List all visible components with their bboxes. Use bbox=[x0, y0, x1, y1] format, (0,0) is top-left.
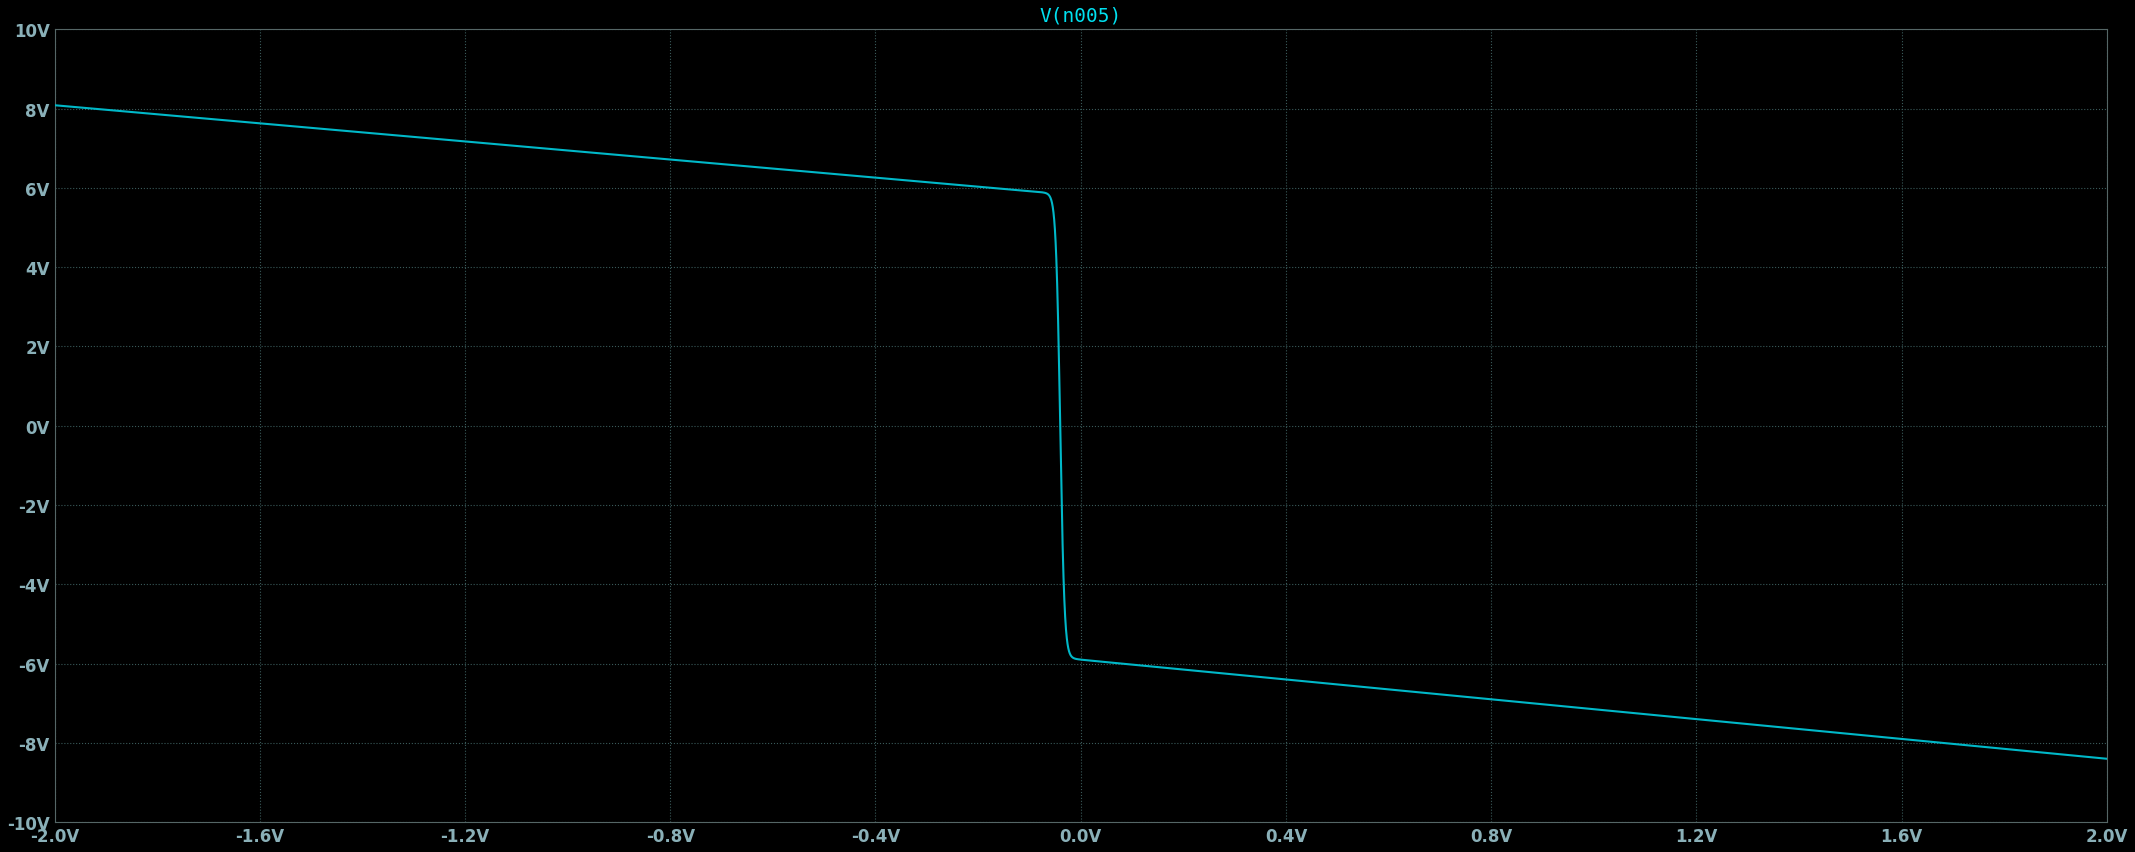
Title: V(n005): V(n005) bbox=[1040, 7, 1121, 26]
